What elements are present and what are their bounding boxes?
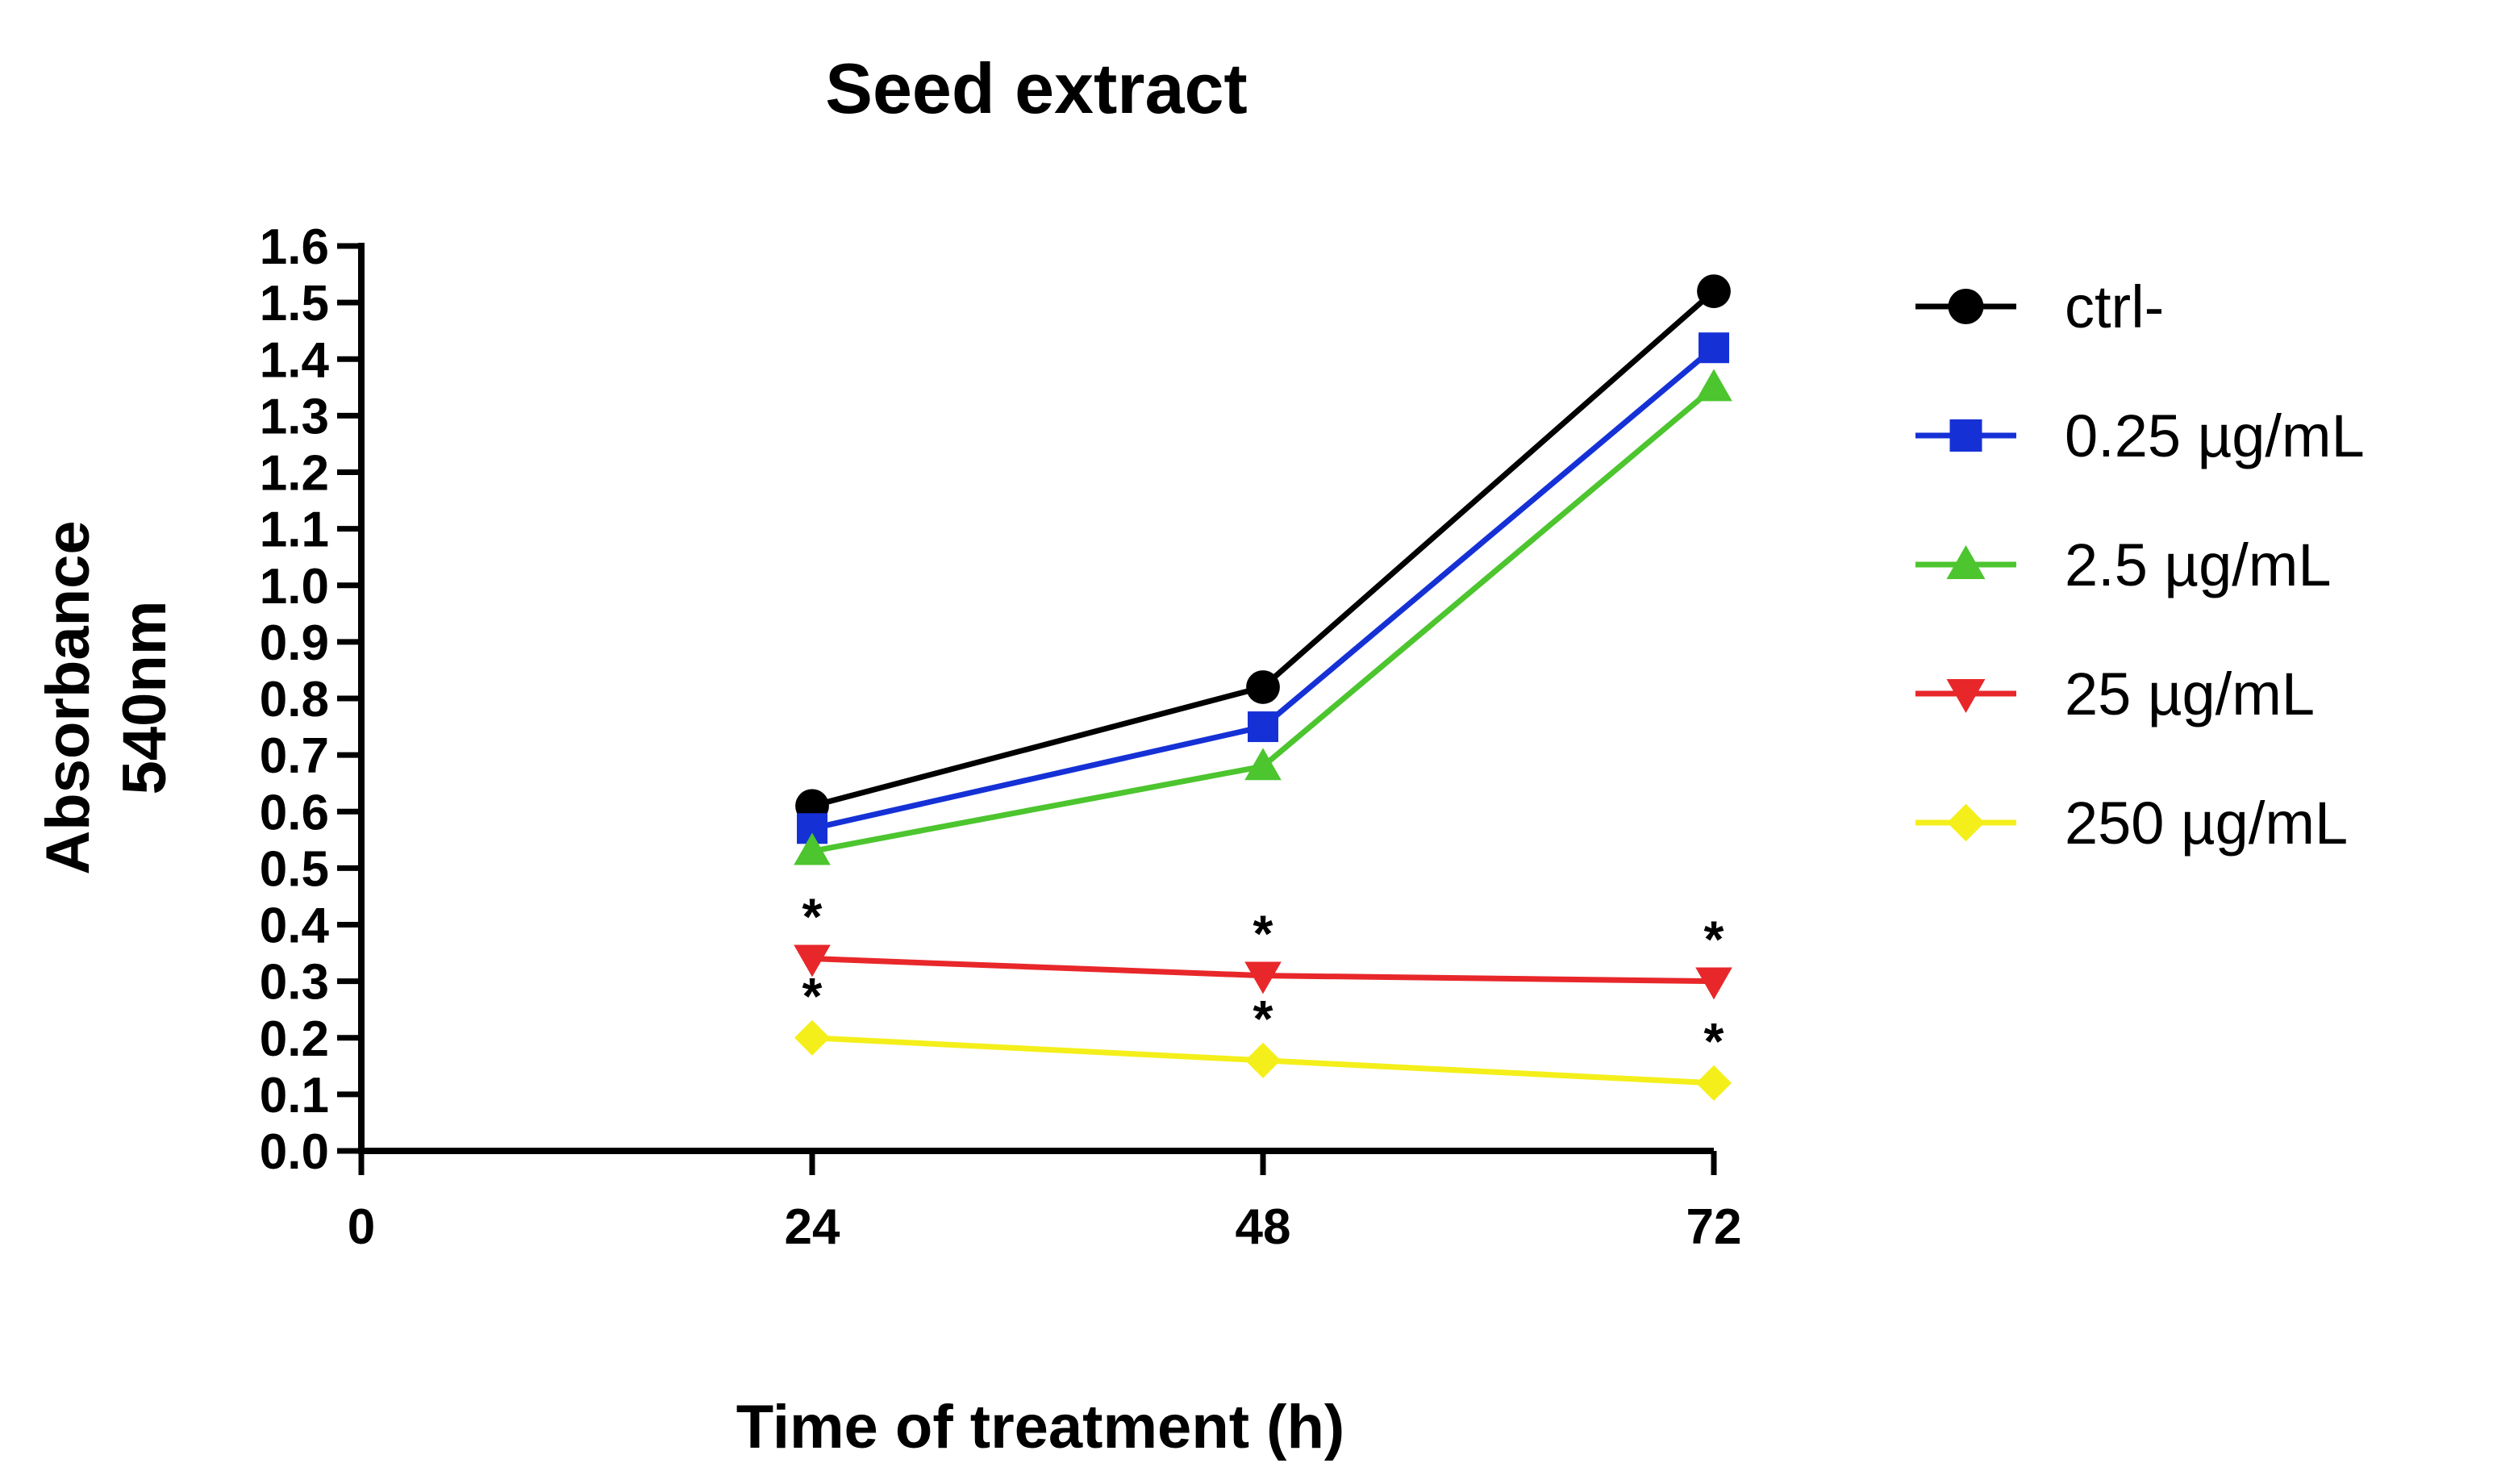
data-point — [794, 832, 831, 865]
y-tick-label: 0.3 — [260, 955, 329, 1011]
significance-star: * — [1253, 990, 1273, 1048]
y-axis-label: Absorbance 540nm — [34, 520, 179, 874]
legend: ctrl- 0.25 µg/mL 2.5 µg/mL 25 µg/mL 250 µg/m… — [1915, 273, 2365, 857]
y-axis-label-line-1: Absorbance — [34, 520, 102, 874]
data-point — [1695, 1065, 1732, 1101]
data-point — [794, 944, 831, 978]
y-tick-label: 1.1 — [260, 502, 329, 558]
series-0 — [795, 274, 1731, 823]
series-4: * * * — [794, 967, 1732, 1101]
significance-star: * — [1253, 905, 1273, 963]
y-tick-label: 0.1 — [260, 1068, 329, 1123]
x-axis-label: Time of treatment (h) — [736, 1393, 1344, 1461]
legend-marker — [1947, 803, 1985, 842]
legend-label: 2.5 µg/mL — [2065, 531, 2332, 598]
y-tick-label: 1.5 — [260, 276, 329, 331]
data-point — [1695, 369, 1732, 402]
data-point — [1248, 711, 1278, 743]
y-tick-label: 1.6 — [260, 219, 329, 275]
legend-item: 2.5 µg/mL — [1915, 531, 2332, 598]
data-point — [1244, 961, 1282, 994]
series-1 — [797, 332, 1729, 844]
chart-title: Seed extract — [825, 48, 1247, 128]
legend-label: ctrl- — [2065, 273, 2164, 340]
legend-marker — [1948, 289, 1984, 324]
significance-star: * — [1704, 1012, 1724, 1070]
legend-label: 25 µg/mL — [2065, 661, 2315, 727]
legend-item: 25 µg/mL — [1915, 661, 2315, 727]
x-tick-label: 24 — [785, 1199, 840, 1255]
data-point — [1697, 274, 1731, 308]
y-tick-label: 0.7 — [260, 728, 329, 784]
x-tick-label: 48 — [1236, 1199, 1291, 1255]
data-point — [1695, 967, 1732, 1000]
legend-item: ctrl- — [1915, 273, 2164, 340]
y-tick-label: 0.9 — [260, 615, 329, 671]
y-tick-label: 0.2 — [260, 1011, 329, 1067]
y-axis-label-line-2: 540nm — [110, 601, 179, 795]
plot-area: 0.00.10.20.30.40.50.60.70.80.91.01.11.21… — [260, 219, 1742, 1255]
y-tick-label: 0.4 — [260, 898, 330, 954]
data-point — [794, 1019, 831, 1056]
data-point — [1244, 748, 1282, 781]
significance-star: * — [802, 967, 823, 1025]
series-2 — [794, 369, 1732, 865]
legend-item: 0.25 µg/mL — [1915, 402, 2365, 469]
legend-item: 250 µg/mL — [1915, 790, 2348, 857]
series-3: * * * — [794, 888, 1732, 1000]
significance-star: * — [802, 888, 823, 946]
data-point — [1246, 670, 1280, 704]
data-point — [1699, 332, 1729, 364]
y-tick-label: 1.4 — [260, 332, 330, 388]
y-tick-label: 0.6 — [260, 785, 329, 840]
x-tick-label: 72 — [1686, 1199, 1742, 1255]
y-tick-label: 0.8 — [260, 672, 329, 727]
significance-star: * — [1704, 911, 1724, 969]
y-tick-label: 1.3 — [260, 389, 329, 444]
y-tick-label: 1.2 — [260, 446, 329, 502]
legend-marker — [1946, 545, 1986, 579]
y-tick-label: 0.5 — [260, 841, 329, 897]
legend-marker — [1946, 679, 1986, 713]
legend-label: 0.25 µg/mL — [2065, 402, 2365, 469]
data-point — [1244, 1042, 1282, 1078]
y-tick-label: 0.0 — [260, 1124, 329, 1180]
x-tick-label: 0 — [348, 1199, 375, 1255]
series-line — [811, 385, 1716, 854]
legend-marker — [1949, 419, 1982, 452]
legend-label: 250 µg/mL — [2065, 790, 2348, 857]
y-tick-label: 1.0 — [260, 559, 329, 615]
